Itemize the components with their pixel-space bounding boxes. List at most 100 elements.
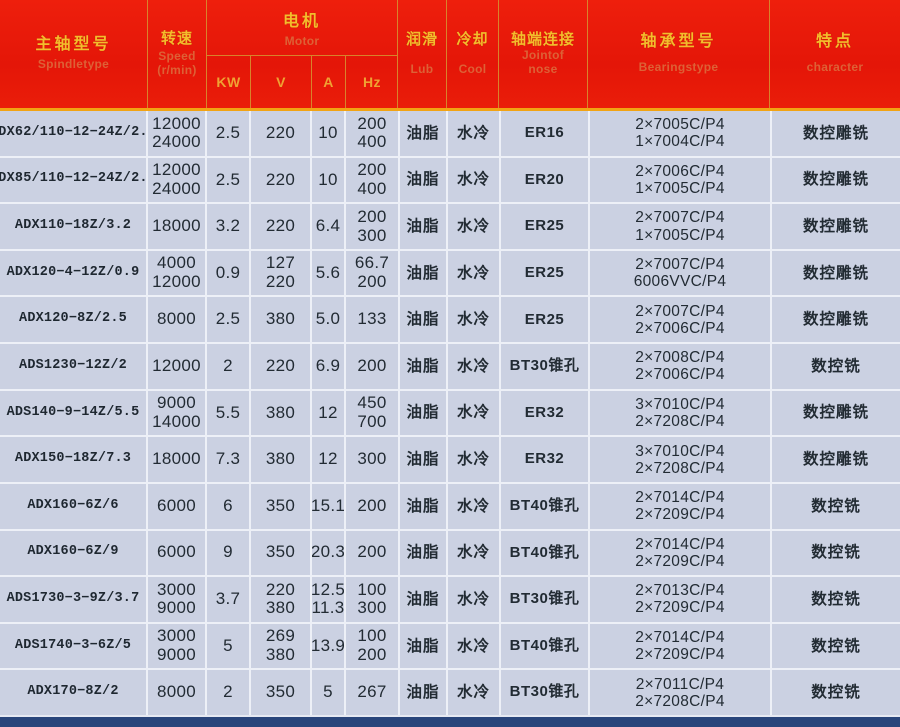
joint-cell: BT30锥孔 bbox=[501, 577, 588, 622]
motor-kw-cell-value: 2.5 bbox=[215, 169, 241, 189]
character-cell: 数控雕铣 bbox=[772, 111, 900, 156]
speed-cell: 6000 bbox=[148, 530, 205, 576]
motor-a-cell-value: 6.4 bbox=[315, 216, 341, 236]
character-cell-value: 数控雕铣 bbox=[802, 404, 869, 422]
motor-a-cell: 12 bbox=[312, 390, 344, 436]
lubrication-cell: 油脂 bbox=[400, 437, 446, 482]
lubrication-cell-value: 油脂 bbox=[406, 311, 440, 329]
motor-v-cell-value: 380 bbox=[265, 645, 296, 665]
spindle-model-cell: ADX120−4−12Z/0.9 bbox=[0, 250, 146, 296]
motor-hz-cell-value: 66.7 bbox=[354, 253, 390, 273]
speed-cell: 8000 bbox=[148, 670, 205, 715]
motor-v-cell-value: 350 bbox=[265, 495, 296, 515]
motor-hz-cell: 66.7 200 bbox=[346, 250, 398, 296]
motor-hz-cell: 200 bbox=[346, 530, 398, 576]
bearing-cell-value: 1×7005C/P4 bbox=[635, 179, 725, 197]
header-character: 特点 character bbox=[770, 0, 900, 108]
lubrication-cell-value: 油脂 bbox=[406, 544, 440, 562]
header-cooling: 冷却 Cool bbox=[447, 0, 499, 108]
motor-hz-cell-value: 100 bbox=[357, 579, 387, 599]
spindle-model-cell: ADX150−18Z/7.3 bbox=[0, 437, 146, 482]
character-cell: 数控雕铣 bbox=[772, 204, 900, 249]
speed-label-zh: 转速 bbox=[160, 30, 193, 48]
lubrication-cell: 油脂 bbox=[400, 577, 446, 622]
lubrication-cell-value: 油脂 bbox=[406, 218, 440, 235]
motor-hz-cell-value: 200 bbox=[357, 206, 387, 226]
motor-v-cell-value: 380 bbox=[265, 402, 296, 422]
speed-cell-value: 12000 bbox=[152, 356, 201, 376]
motor-a-cell-value: 5.6 bbox=[315, 262, 341, 282]
motor-v-cell-value: 380 bbox=[265, 449, 296, 469]
bearing-cell: 3×7010C/P4 2×7208C/P4 bbox=[590, 390, 770, 436]
lubrication-cell: 油脂 bbox=[400, 344, 446, 389]
motor-kw-cell-value: 2 bbox=[223, 682, 233, 702]
cooling-cell: 水冷 bbox=[448, 111, 499, 156]
cooling-cell: 水冷 bbox=[448, 344, 499, 389]
header-divider bbox=[0, 108, 900, 111]
character-cell: 数控雕铣 bbox=[772, 390, 900, 436]
motor-v-cell-value: 220 bbox=[265, 272, 296, 292]
character-cell-value: 数控雕铣 bbox=[802, 218, 869, 235]
spindle-model-cell: ADS1740−3−6Z/5 bbox=[0, 623, 146, 669]
motor-hz-cell-value: 700 bbox=[357, 411, 387, 431]
motor-v-cell: 380 bbox=[251, 297, 310, 343]
lubrication-cell: 油脂 bbox=[400, 483, 446, 529]
bearing-cell: 2×7013C/P4 2×7209C/P4 bbox=[590, 577, 770, 622]
lubrication-cell-value: 油脂 bbox=[406, 637, 440, 655]
motor-v-cell: 220 bbox=[251, 111, 310, 156]
spindle-model-cell-value: ADX120−4−12Z/0.9 bbox=[6, 264, 140, 280]
header-spindle-type: 主轴型号 Spindletype bbox=[0, 0, 148, 108]
bearing-cell-value: 2×7006C/P4 bbox=[635, 162, 725, 180]
motor-hz-cell-value: 133 bbox=[357, 309, 387, 329]
character-cell-value: 数控铣 bbox=[811, 544, 861, 562]
motor-hz-cell-value: 400 bbox=[357, 178, 387, 198]
joint-cell: BT40锥孔 bbox=[501, 483, 588, 529]
bearing-cell: 2×7014C/P4 2×7209C/P4 bbox=[590, 530, 770, 576]
joint-cell: BT40锥孔 bbox=[501, 530, 588, 576]
character-cell: 数控雕铣 bbox=[772, 297, 900, 343]
motor-hz-cell: 100 200 bbox=[346, 623, 398, 669]
spindle-type-label-zh: 主轴型号 bbox=[35, 36, 112, 54]
bearing-cell-value: 2×7011C/P4 bbox=[635, 675, 725, 693]
cooling-cell-value: 水冷 bbox=[456, 451, 490, 469]
lub-label-zh: 润滑 bbox=[405, 31, 438, 49]
spindle-model-cell: ADX160−6Z/9 bbox=[0, 530, 146, 576]
motor-v-cell-value: 380 bbox=[265, 309, 296, 329]
motor-kw-cell-value: 9 bbox=[223, 542, 233, 562]
bearing-cell: 2×7008C/P4 2×7006C/P4 bbox=[590, 344, 770, 389]
motor-kw-cell-value: 2.5 bbox=[215, 122, 241, 142]
cooling-cell: 水冷 bbox=[448, 437, 499, 482]
motor-kw-cell-value: 0.9 bbox=[215, 262, 241, 282]
speed-label-en: Speed bbox=[158, 49, 196, 64]
cooling-cell-value: 水冷 bbox=[456, 218, 490, 235]
spindle-model-cell-value: ADS1730−3−9Z/3.7 bbox=[6, 591, 140, 607]
spindle-model-cell-value: ADX62/110−12−24Z/2.5 bbox=[0, 124, 146, 140]
joint-cell-value: ER32 bbox=[524, 450, 565, 468]
motor-hz-cell-value: 300 bbox=[357, 449, 387, 469]
speed-cell-value: 12000 bbox=[152, 272, 201, 292]
speed-cell-value: 12000 bbox=[152, 113, 201, 133]
cool-label-en: Cool bbox=[458, 61, 487, 76]
character-cell-value: 数控铣 bbox=[811, 497, 861, 515]
motor-v-cell: 220 bbox=[251, 157, 310, 203]
motor-hz-cell: 200 400 bbox=[346, 111, 398, 156]
joint-cell-value: ER25 bbox=[524, 310, 565, 328]
bearing-cell-value: 2×7208C/P4 bbox=[635, 412, 725, 430]
motor-v-cell-value: 220 bbox=[265, 122, 296, 142]
motor-hz-cell-value: 200 bbox=[357, 272, 387, 292]
motor-kw-cell: 3.7 bbox=[207, 577, 249, 622]
cooling-cell: 水冷 bbox=[448, 297, 499, 343]
motor-a-cell-value: 12 bbox=[318, 402, 338, 422]
lubrication-cell-value: 油脂 bbox=[406, 497, 440, 515]
lubrication-cell-value: 油脂 bbox=[406, 264, 440, 282]
motor-hz-cell: 200 300 bbox=[346, 204, 398, 249]
bearing-cell: 2×7007C/P4 6006VVC/P4 bbox=[590, 250, 770, 296]
motor-v-cell-value: 269 bbox=[265, 626, 296, 646]
joint-cell: ER25 bbox=[501, 297, 588, 343]
bearing-cell-value: 2×7005C/P4 bbox=[635, 116, 725, 134]
cooling-cell: 水冷 bbox=[448, 670, 499, 715]
motor-a-cell: 13.9 bbox=[312, 623, 344, 669]
speed-cell: 3000 9000 bbox=[148, 623, 205, 669]
motor-a-cell-value: 10 bbox=[318, 122, 338, 142]
motor-a-cell: 6.4 bbox=[312, 204, 344, 249]
